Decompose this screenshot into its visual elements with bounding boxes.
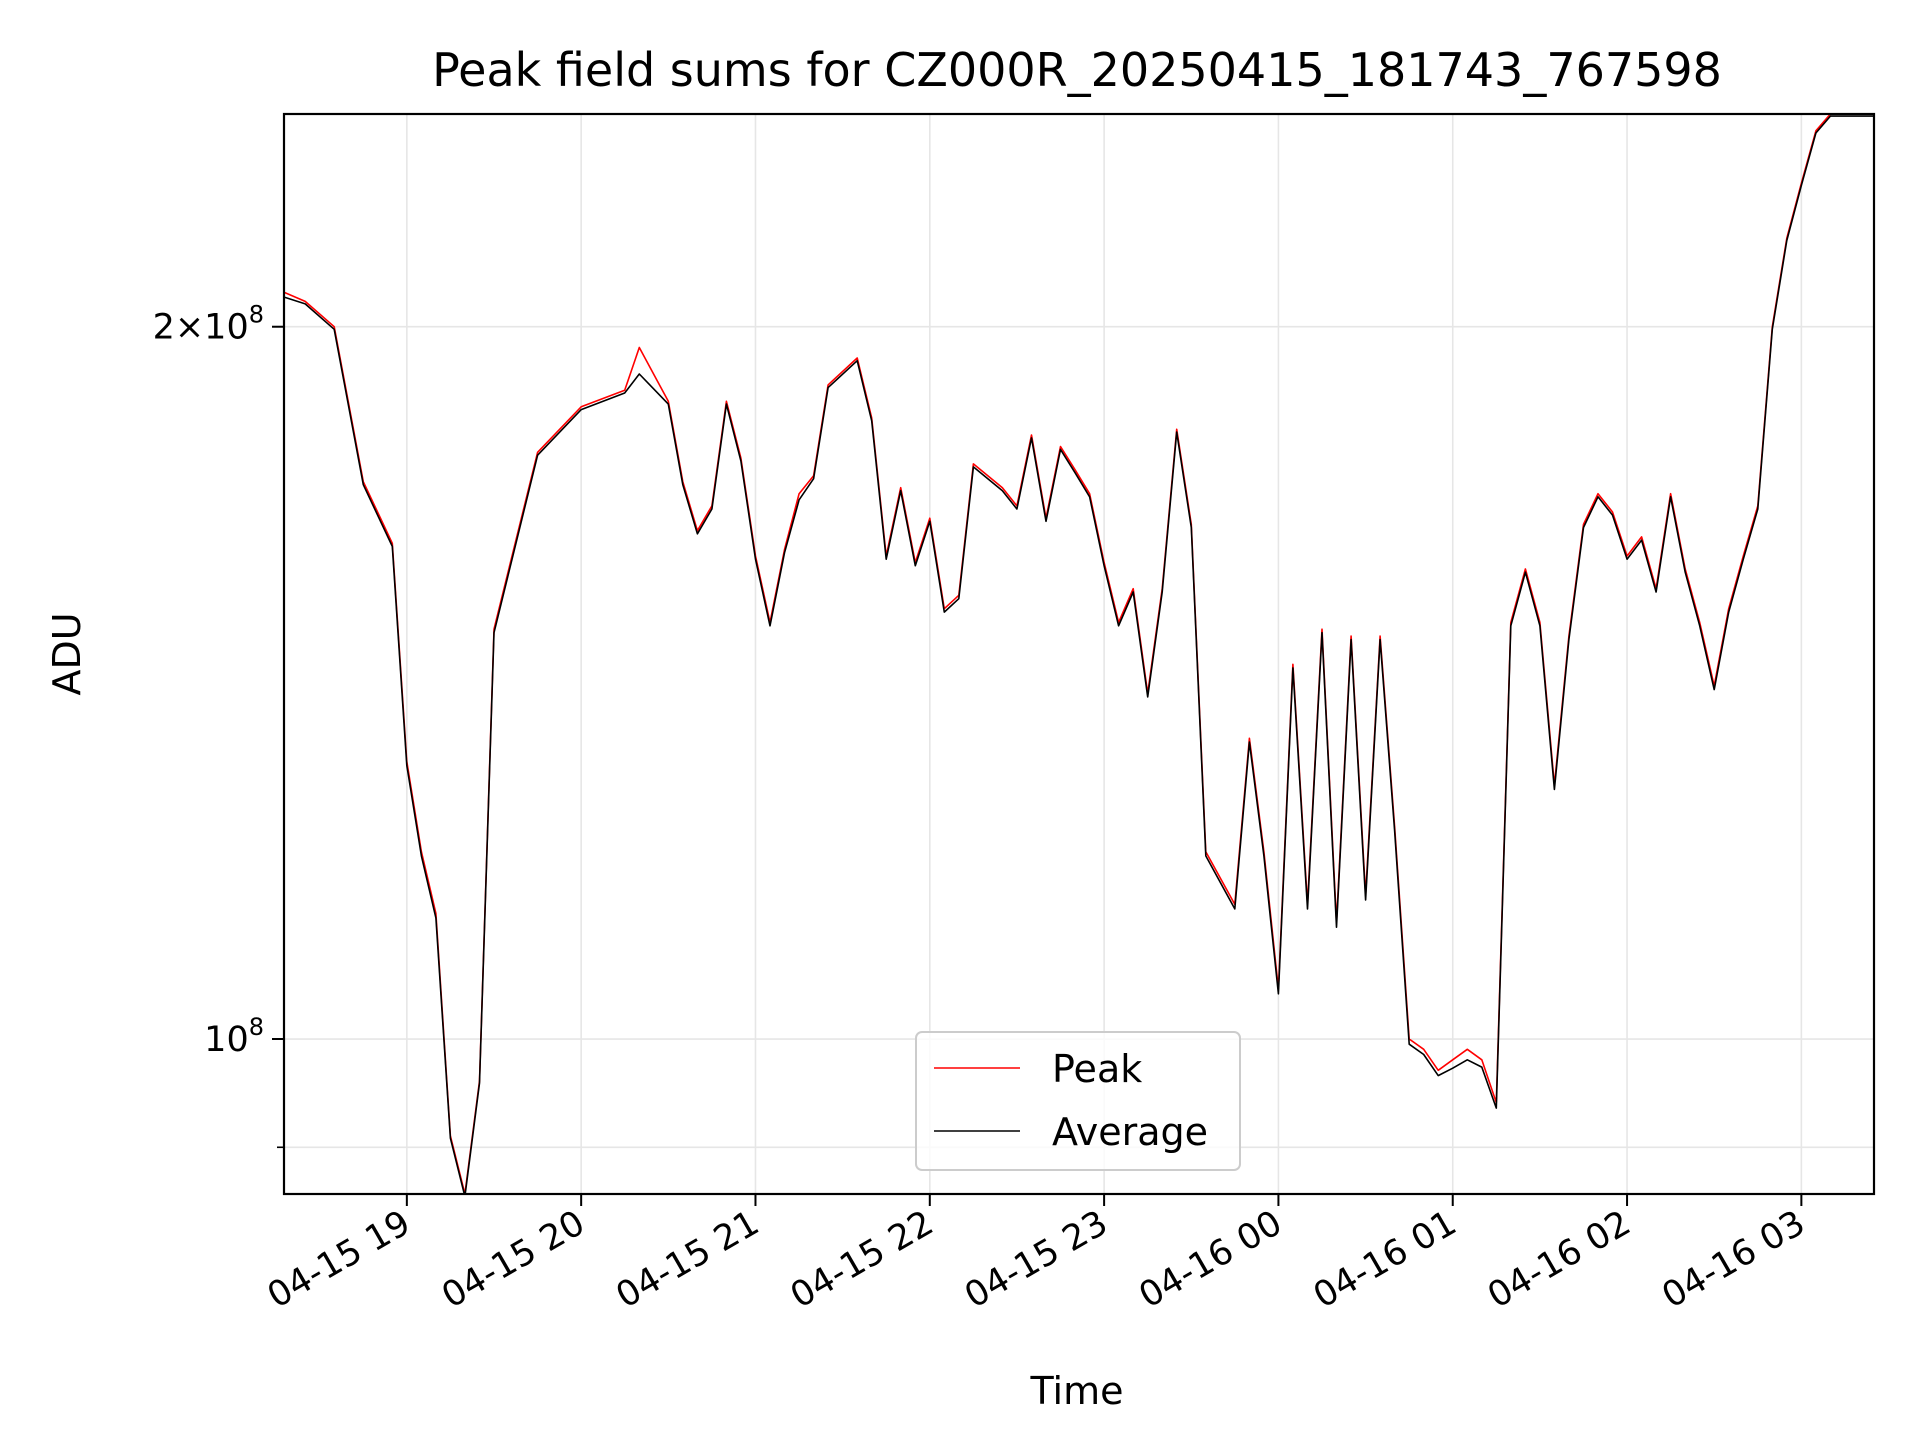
series-line-average — [284, 115, 1874, 1194]
plot-area — [282, 112, 1876, 1196]
y-tick-exponent: 8 — [249, 1013, 264, 1041]
series-lines — [284, 114, 1874, 1194]
y-tick-exponent: 8 — [249, 301, 264, 329]
x-axis-label: Time — [1030, 1369, 1124, 1413]
legend-label-average: Average — [1052, 1110, 1208, 1154]
legend-box — [915, 1031, 1241, 1171]
y-tick-label: 2×108 — [153, 301, 264, 348]
y-tick-base: 2×10 — [153, 308, 249, 348]
plot-background — [284, 114, 1874, 1194]
legend: Peak Average — [915, 1031, 1241, 1171]
y-tick-base: 10 — [204, 1020, 249, 1060]
plot-frame — [282, 112, 1876, 1196]
y-axis-label: ADU — [45, 612, 89, 695]
chart-title: Peak field sums for CZ000R_20250415_1817… — [432, 43, 1722, 97]
y-tick-label: 108 — [204, 1013, 264, 1060]
legend-label-peak: Peak — [1052, 1047, 1142, 1091]
